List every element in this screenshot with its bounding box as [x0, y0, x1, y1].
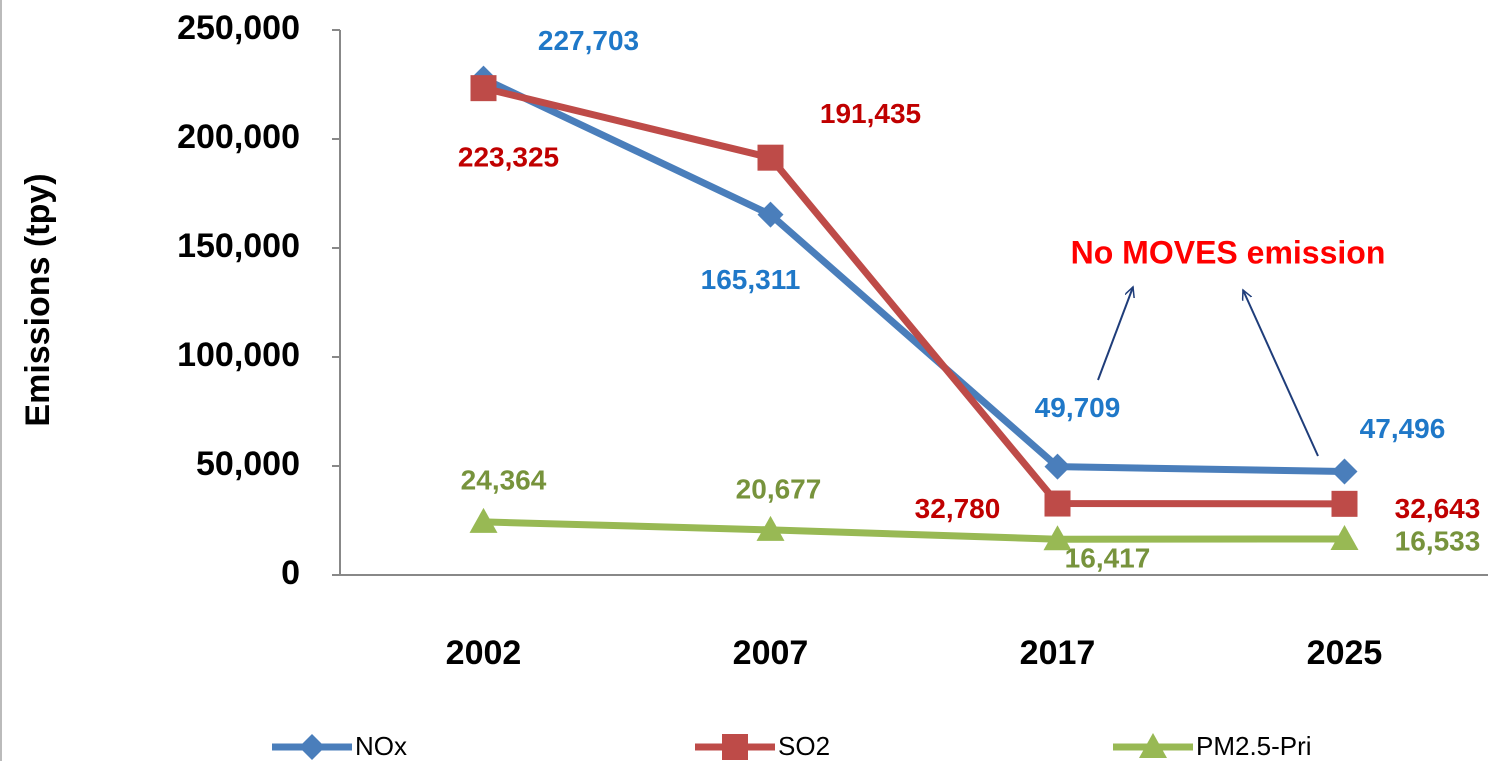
data-label: 32,643 — [1395, 493, 1481, 524]
annotation-arrow — [1243, 290, 1319, 457]
marker — [470, 75, 497, 102]
y-tick-label: 50,000 — [196, 445, 300, 483]
data-label: 165,311 — [701, 264, 801, 295]
annotation-arrow — [1097, 287, 1133, 381]
data-label: 49,709 — [1035, 392, 1121, 423]
marker — [1331, 490, 1358, 517]
data-label: 16,417 — [1065, 543, 1151, 574]
data-label: 32,780 — [915, 493, 1001, 524]
x-tick-label: 2002 — [446, 634, 522, 672]
marker — [757, 201, 784, 228]
x-tick-label: 2007 — [733, 634, 809, 672]
marker — [1330, 524, 1359, 550]
marker — [469, 507, 498, 533]
marker — [1139, 733, 1167, 758]
series-line — [482, 75, 1345, 475]
marker — [722, 734, 748, 760]
series-line — [483, 518, 1345, 543]
marker — [1043, 525, 1072, 551]
y-tick-label: 250,000 — [177, 9, 300, 47]
data-label: 227,703 — [538, 25, 639, 56]
y-tick-label: 150,000 — [177, 227, 300, 265]
data-label: 20,677 — [736, 473, 822, 504]
data-label: 223,325 — [458, 142, 559, 173]
marker — [1044, 490, 1071, 517]
marker — [1044, 453, 1071, 480]
marker — [1331, 458, 1358, 485]
legend-label: PM2.5-Pri — [1196, 731, 1312, 761]
data-label: 24,364 — [461, 464, 547, 495]
series-line — [482, 84, 1345, 508]
legend-label: SO2 — [778, 731, 830, 761]
y-tick-label: 100,000 — [177, 336, 300, 374]
annotation: No MOVES emission — [1071, 234, 1386, 270]
data-label: 191,435 — [820, 98, 921, 129]
data-label: 16,533 — [1395, 525, 1481, 556]
legend-label: NOx — [355, 731, 407, 761]
data-label: 47,496 — [1360, 413, 1446, 444]
x-tick-label: 2025 — [1307, 634, 1383, 672]
marker — [756, 515, 785, 541]
y-tick-label: 200,000 — [177, 118, 300, 156]
x-tick-label: 2017 — [1020, 634, 1096, 672]
y-tick-label: 0 — [281, 554, 300, 592]
marker — [757, 144, 784, 171]
marker — [299, 734, 325, 760]
y-axis-label: Emissions (tpy) — [19, 173, 57, 426]
